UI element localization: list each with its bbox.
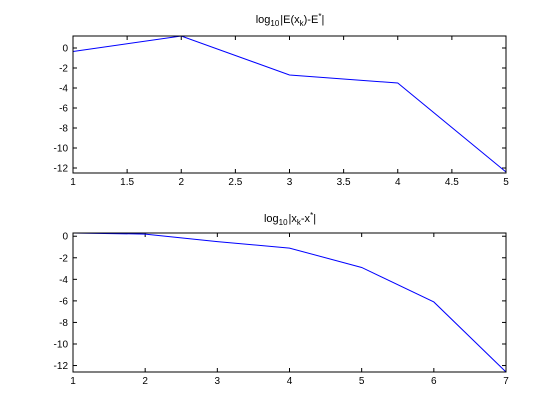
y-tick-label: -4 xyxy=(59,275,68,286)
x-tick-label: 5 xyxy=(503,177,509,188)
y-tick-label: -2 xyxy=(59,253,68,264)
x-tick-label: 1 xyxy=(70,177,76,188)
y-tick-label: 0 xyxy=(62,232,68,243)
series-line xyxy=(72,35,507,173)
subplot-position-error: log10|xk-x*| 1 2 3 4 5 6 7 0 -2 -4 -6 -8 -10 -12 xyxy=(54,211,510,387)
y-tick-label: -2 xyxy=(59,64,68,75)
subplot-title: log10|xk-x*| xyxy=(264,211,316,227)
x-tick-label: 4 xyxy=(287,376,293,387)
y-tick-label: -12 xyxy=(54,361,69,372)
x-tick-label: 2 xyxy=(142,376,148,387)
axes-box xyxy=(72,35,507,174)
x-tick-label: 5 xyxy=(359,376,365,387)
y-tick-label: 0 xyxy=(62,44,68,55)
y-tick-label: -8 xyxy=(59,124,68,135)
x-tick-label: 3 xyxy=(287,177,293,188)
x-tick-label: 7 xyxy=(503,376,509,387)
x-tick-label: 4 xyxy=(395,177,401,188)
x-tick-label: 4.5 xyxy=(445,177,459,188)
y-tick-label: -12 xyxy=(54,164,69,175)
x-tick-label: 3 xyxy=(215,376,221,387)
x-tick-label: 3.5 xyxy=(337,177,351,188)
y-tick-label: -8 xyxy=(59,318,68,329)
x-tick-label: 2 xyxy=(178,177,184,188)
y-tick-label: -10 xyxy=(54,144,69,155)
x-tick-label: 1.5 xyxy=(120,177,134,188)
subplot-energy-error: log10|E(xk)-E*| 1 1.5 2 2.5 3 3.5 4 4.5 5 0 -2 -4 -6… xyxy=(54,12,510,188)
subplot-title: log10|E(xk)-E*| xyxy=(256,12,325,28)
y-tick-label: -6 xyxy=(59,296,68,307)
y-tick-label: -10 xyxy=(54,339,69,350)
x-tick-label: 6 xyxy=(431,376,437,387)
axes-box xyxy=(72,232,507,373)
y-tick-label: -6 xyxy=(59,104,68,115)
x-tick-label: 1 xyxy=(70,376,76,387)
x-tick-label: 2.5 xyxy=(228,177,242,188)
y-tick-label: -4 xyxy=(59,84,68,95)
series-line xyxy=(72,232,507,373)
